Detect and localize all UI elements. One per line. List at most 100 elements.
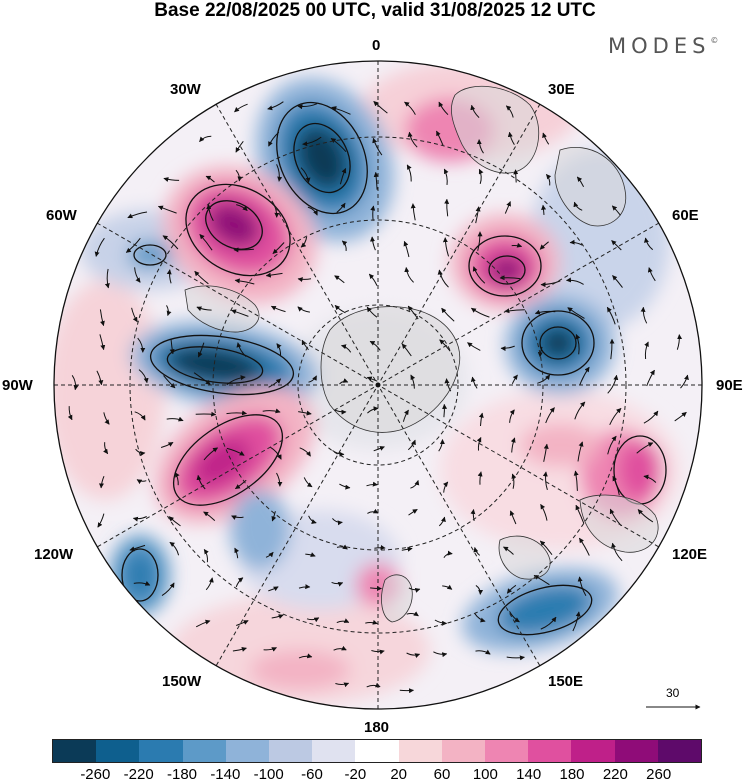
wind-vector [676,334,683,350]
wind-vector [374,544,386,550]
wind-vector [474,613,486,623]
wind-vector [545,407,555,424]
wind-vector [406,652,421,658]
wind-vector [226,375,246,386]
wind-vector [443,168,449,185]
lon-label-120e: 120E [672,546,708,563]
wind-vector [297,277,312,283]
wind-vector [231,515,244,520]
wind-vector [433,651,448,658]
wind-vector [203,511,216,521]
wind-vector [160,441,174,448]
wind-vector [98,476,105,489]
wind-vector [331,106,351,115]
wind-vector [125,237,141,253]
wind-vector [336,202,346,213]
wind-vector [268,586,279,592]
wind-vector [335,682,350,688]
wind-vector [373,171,379,190]
wind-vector [299,447,311,457]
wind-vector [406,164,412,182]
colorbar-tick-label: -140 [210,766,241,783]
wind-vector [475,649,491,655]
wind-vector [333,645,347,651]
wind-vector [513,169,519,183]
wind-vector [537,346,543,358]
wind-vector [410,480,420,489]
wind-vector [196,306,212,312]
wind-vector [611,542,623,562]
wind-vector [232,647,247,652]
colorbar-tick-label: -100 [253,766,284,783]
wind-vector [470,376,478,389]
wind-vector [262,408,281,414]
lon-label-90e: 90E [716,377,743,394]
wind-vector [644,341,649,360]
wind-vector [234,103,248,113]
wind-vector [643,237,654,251]
colorbar-swatch [225,740,270,762]
lon-label-30e: 30E [548,81,575,98]
wind-vector [199,135,212,142]
wind-vector [573,470,579,491]
wind-vector [367,508,379,514]
wind-vector [332,450,345,457]
wind-vector [647,267,656,282]
wind-vector [478,412,484,427]
wind-vector [542,132,550,145]
wind-vector [577,441,584,462]
wind-vector [503,546,514,555]
wind-vector [331,581,344,587]
wind-vector [341,240,348,251]
wind-vector [268,378,282,388]
wind-vector [499,275,521,281]
wind-vector [163,177,180,182]
wind-vector [540,503,548,521]
wind-vector [137,337,146,353]
lon-label-150e: 150E [548,673,584,690]
colorbar-swatch [269,740,313,762]
wind-vector [572,611,581,632]
wind-vector [203,447,219,461]
wind-vector [511,473,517,489]
colorbar-tick-label: 20 [390,766,407,783]
wind-vector [339,168,347,185]
wind-vector [478,168,484,185]
lon-label-60w: 60W [46,207,77,224]
wind-vector [332,518,343,526]
colorbar-tick-label: -220 [123,766,154,783]
wind-vector [226,410,247,416]
wind-vector [403,240,410,258]
wind-vector [606,306,616,325]
wind-vector [300,236,308,248]
wind-vector [195,619,211,628]
wind-vector [444,198,450,217]
wind-vector [231,309,249,317]
wind-vector [408,508,418,516]
colorbar-tick-label: -260 [80,766,111,783]
wind-vector [134,411,146,421]
wind-vector [401,546,413,552]
colorbar-swatch [485,740,529,762]
wind-vector [308,515,317,524]
wind-vector [99,334,106,351]
wind-vector [298,584,311,590]
wind-vector [298,410,312,416]
wind-vector [103,442,109,455]
wind-vector [467,342,481,351]
wind-vector [94,237,105,257]
wind-vector [504,201,511,214]
wind-vector [476,437,482,451]
wind-vector [575,334,581,355]
wind-vector [643,410,659,424]
wind-vector [301,339,309,351]
wind-vector [640,306,648,324]
colorbar-tick-label: -20 [344,766,367,783]
wind-vector [136,479,147,485]
lon-label-180: 180 [364,719,390,736]
wind-vector [607,374,619,394]
alaska-land [381,574,413,623]
wind-vector [129,544,146,552]
colorbar-tick-label: -180 [166,766,198,783]
wind-vector [674,411,687,422]
